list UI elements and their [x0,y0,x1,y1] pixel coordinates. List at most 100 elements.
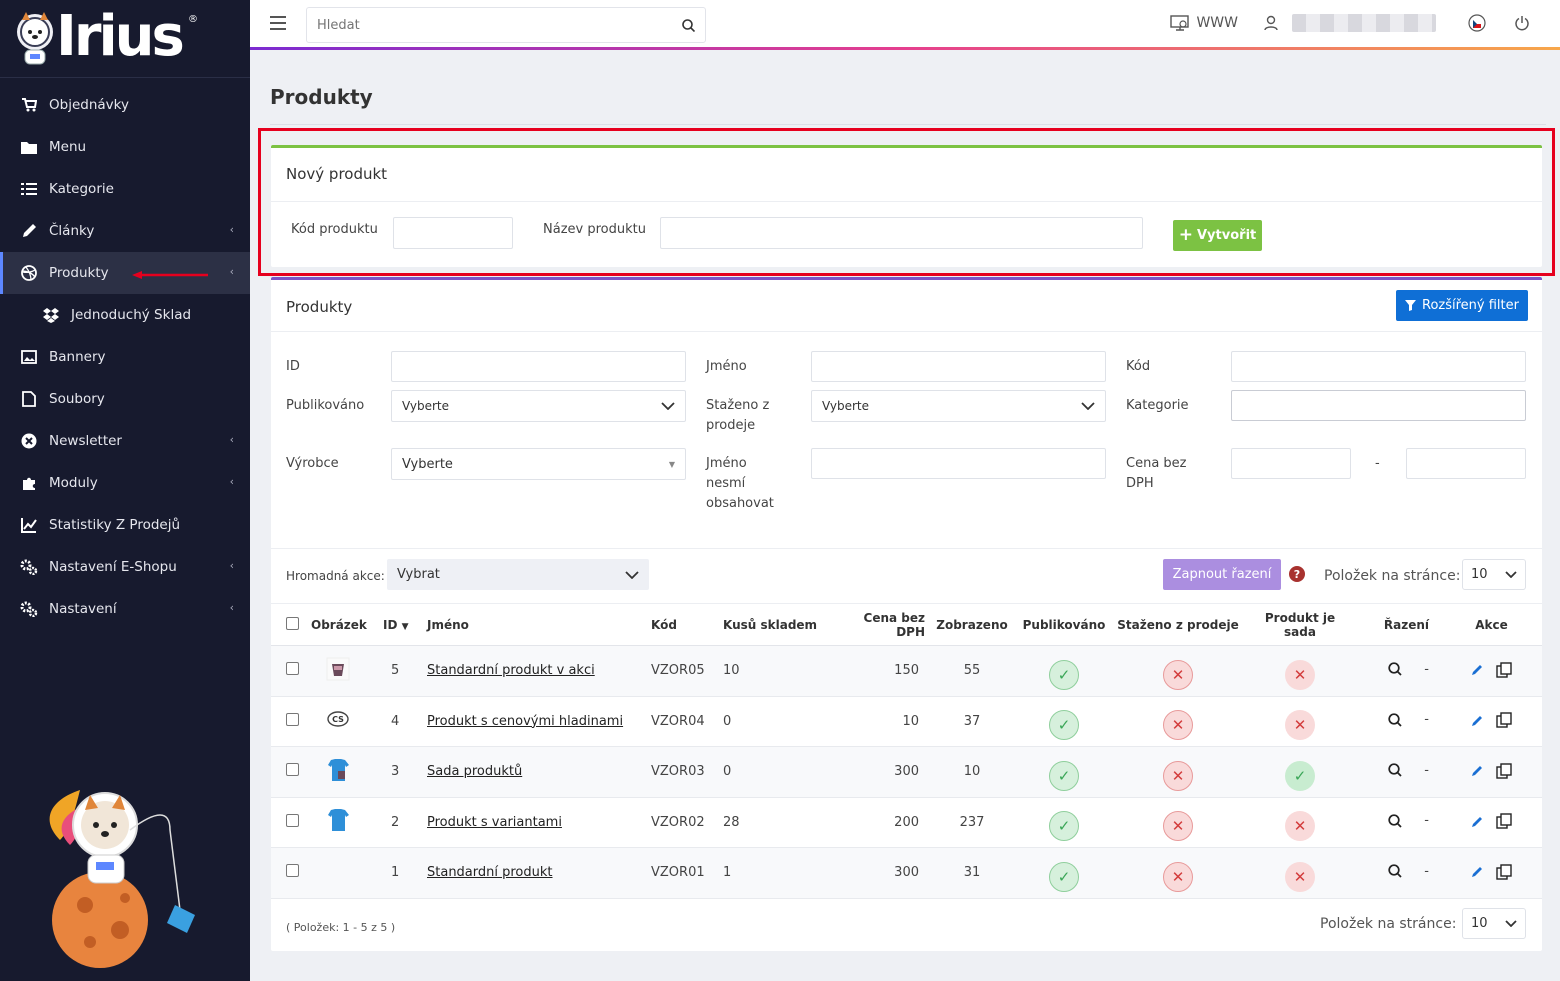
edit-pencil-icon[interactable] [1471,865,1484,878]
user-icon[interactable] [1264,15,1278,31]
product-name-link[interactable]: Standardní produkt v akci [427,663,595,679]
help-icon[interactable]: ? [1289,566,1305,582]
cart-icon [20,96,38,114]
filter-category-label: Kategorie [1126,398,1189,413]
product-name-link[interactable]: Produkt s variantami [427,814,562,830]
user-name-blurred[interactable] [1292,14,1436,32]
col-is-set[interactable]: Produkt je sada [1243,603,1357,646]
sidebar-item-soubory[interactable]: Soubory [0,378,250,420]
filter-name-input[interactable] [811,351,1106,382]
product-price: 300 [829,746,929,798]
status-no-icon: ✕ [1163,710,1193,741]
duplicate-icon[interactable] [1496,813,1512,829]
bulk-action-label: Hromadná akce: [286,569,385,583]
row-checkbox[interactable] [286,662,299,676]
sidebar-item-jednoduchy-sklad[interactable]: Jednoduchý Sklad [0,294,250,336]
filter-name-excludes-input[interactable] [811,448,1106,479]
table-row: 2 Produkt s variantami VZOR02 28 200 237 ✓ ✕ ✕ - [271,797,1542,848]
search-icon[interactable] [682,18,695,32]
status-yes-icon: ✓ [1049,760,1079,791]
create-product-button[interactable]: + Vytvořit [1173,220,1262,251]
row-checkbox[interactable] [286,712,299,726]
search-icon[interactable] [1388,712,1402,727]
filter-manufacturer-value: Vyberte [402,456,453,472]
duplicate-icon[interactable] [1496,762,1512,779]
product-name-input[interactable] [660,217,1143,249]
sidebar-item-clanky[interactable]: Články ‹ [0,210,250,252]
filter-manufacturer-select[interactable]: Vyberte ▼ [391,448,686,480]
brand-logo[interactable]: Irius ® [0,0,250,78]
search-icon[interactable] [1388,763,1402,777]
filter-id-input[interactable] [391,351,686,382]
advanced-filter-button[interactable]: Rozšířený filter [1396,290,1528,321]
filter-withdrawn-select[interactable]: Vyberte [811,390,1106,422]
sidebar-item-newsletter[interactable]: Newsletter ‹ [0,420,250,462]
sidebar-item-menu[interactable]: Menu [0,126,250,168]
monitor-icon[interactable]: WWW [1170,15,1238,31]
sidebar-item-nastaveni[interactable]: Nastavení ‹ [0,588,250,630]
per-page-select[interactable]: 10 [1462,559,1526,590]
select-all-checkbox[interactable] [286,616,299,630]
sidebar-item-label: Soubory [49,391,105,407]
duplicate-icon[interactable] [1496,863,1512,880]
col-views[interactable]: Zobrazeno [929,603,1015,646]
search-input[interactable] [317,17,682,33]
col-withdrawn[interactable]: Staženo z prodeje [1113,603,1243,646]
chevron-down-icon [661,402,675,410]
language-flag-icon[interactable] [1468,14,1486,32]
gears-icon [20,558,38,576]
sidebar-item-objednavky[interactable]: Objednávky [0,84,250,126]
sidebar-item-moduly[interactable]: Moduly ‹ [0,462,250,504]
col-price[interactable]: Cena bez DPH [829,603,929,646]
sidebar-item-nastaveni-eshopu[interactable]: Nastavení E-Shopu ‹ [0,546,250,588]
filter-code-input[interactable] [1231,351,1526,382]
sidebar-item-kategorie[interactable]: Kategorie [0,168,250,210]
status-no-icon: ✕ [1163,760,1193,791]
search-icon[interactable] [1388,864,1402,878]
col-stock[interactable]: Kusů skladem [719,603,829,646]
product-code-input[interactable] [393,217,513,249]
product-id: 4 [379,696,423,747]
per-page-value-bottom: 10 [1471,916,1488,931]
col-code[interactable]: Kód [647,603,719,646]
filter-price-from-input[interactable] [1231,448,1351,479]
row-checkbox[interactable] [286,864,299,878]
hamburger-menu-icon[interactable] [270,16,286,30]
search-box[interactable] [306,7,706,43]
bulk-action-select[interactable]: Vybrat [387,559,649,590]
product-name-link[interactable]: Standardní produkt [427,865,553,881]
status-no-icon: ✕ [1163,811,1193,842]
sidebar-item-statistiky[interactable]: Statistiky Z Prodejů [0,504,250,546]
sort-desc-icon: ▼ [401,621,409,632]
edit-pencil-icon[interactable] [1471,815,1484,828]
col-name[interactable]: Jméno [423,603,647,646]
row-checkbox[interactable] [286,813,299,827]
puzzle-icon [20,474,38,492]
sort-value: - [1424,863,1429,879]
search-icon[interactable] [1388,662,1402,676]
edit-pencil-icon[interactable] [1471,764,1484,777]
search-icon[interactable] [1388,813,1402,828]
per-page-select-bottom[interactable]: 10 [1462,908,1526,939]
edit-pencil-icon[interactable] [1471,663,1484,676]
duplicate-icon[interactable] [1496,661,1512,678]
table-header-row: Obrázek ID ▼ Jméno Kód Kusů skladem Cena… [271,603,1542,646]
filter-price-to-input[interactable] [1406,448,1526,479]
edit-pencil-icon[interactable] [1471,714,1484,727]
row-checkbox[interactable] [286,763,299,777]
sidebar-item-produkty[interactable]: Produkty ‹ [0,252,250,294]
col-published[interactable]: Publikováno [1015,603,1113,646]
sidebar-item-bannery[interactable]: Bannery [0,336,250,378]
pagination-summary: ( Položek: 1 - 5 z 5 ) [286,921,396,934]
product-name-link[interactable]: Produkt s cenovými hladinami [427,713,624,729]
www-link[interactable]: WWW [1196,15,1238,31]
duplicate-icon[interactable] [1496,712,1512,728]
list-icon [20,180,38,198]
enable-sorting-button[interactable]: Zapnout řazení [1163,559,1281,590]
product-price: 200 [829,797,929,848]
power-icon[interactable] [1514,15,1530,31]
filter-published-select[interactable]: Vyberte [391,390,686,422]
product-name-link[interactable]: Sada produktů [427,764,523,780]
col-id[interactable]: ID ▼ [379,603,423,646]
filter-category-input[interactable] [1231,390,1526,421]
